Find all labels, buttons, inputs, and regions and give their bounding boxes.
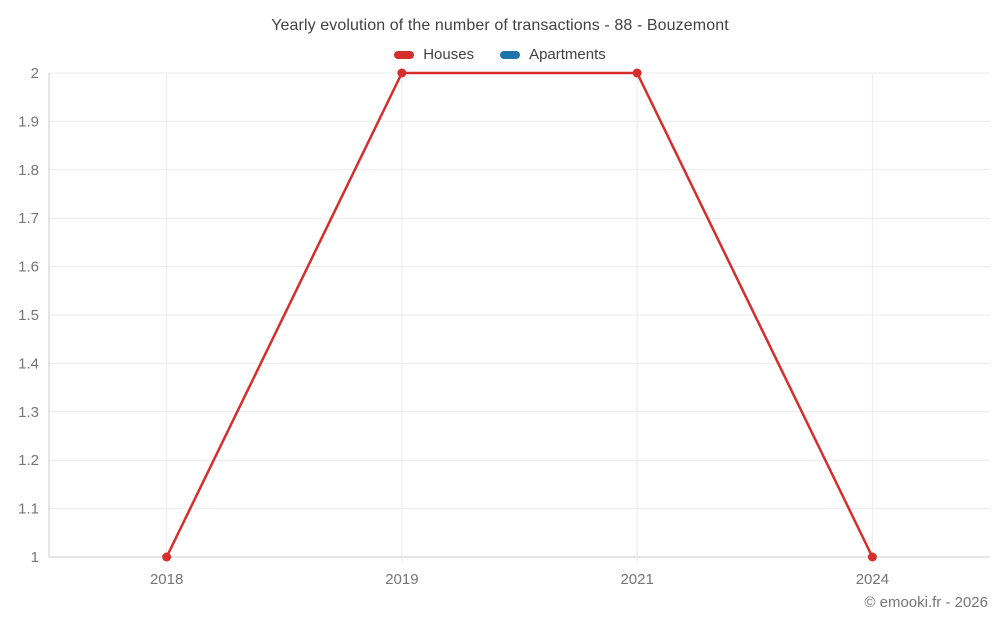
y-axis-tick-label: 1 — [31, 549, 39, 566]
x-axis-tick-label: 2024 — [856, 571, 889, 588]
houses-line-series — [165, 71, 874, 559]
houses-data-point-marker[interactable] — [162, 552, 172, 562]
legend: Houses Apartments — [0, 46, 1000, 63]
houses-data-point-marker[interactable] — [867, 552, 877, 562]
x-axis-tick-label: 2019 — [385, 571, 418, 588]
houses-data-point-marker[interactable] — [397, 68, 407, 78]
copyright: © emooki.fr - 2026 — [864, 594, 988, 611]
chart-title: Yearly evolution of the number of transa… — [271, 17, 729, 34]
y-axis-tick-label: 1.1 — [18, 501, 39, 518]
y-axis-tick-label: 1.2 — [18, 452, 39, 469]
houses-data-point-marker[interactable] — [632, 68, 642, 78]
legend-label-houses: Houses — [423, 46, 475, 63]
y-axis-tick-label: 2 — [31, 65, 39, 82]
x-axis-tick-label: 2018 — [150, 571, 183, 588]
y-axis-tick-label: 1.8 — [18, 162, 39, 179]
legend-item-apartments[interactable]: Apartments — [500, 46, 606, 63]
legend-label-apartments: Apartments — [529, 46, 606, 63]
y-axis-tick-label: 1.4 — [18, 355, 39, 372]
y-axis-tick-label: 1.7 — [18, 210, 39, 227]
apartments-series-swatch-icon — [500, 50, 521, 59]
y-axis-tick-label: 1.9 — [18, 113, 39, 130]
houses-series-swatch-icon — [394, 50, 415, 59]
legend-item-houses[interactable]: Houses — [394, 46, 474, 63]
y-axis-tick-label: 1.5 — [18, 307, 39, 324]
y-axis-tick-label: 1.3 — [18, 404, 39, 421]
x-axis-tick-label: 2021 — [620, 571, 653, 588]
y-axis-tick-label: 1.6 — [18, 259, 39, 276]
